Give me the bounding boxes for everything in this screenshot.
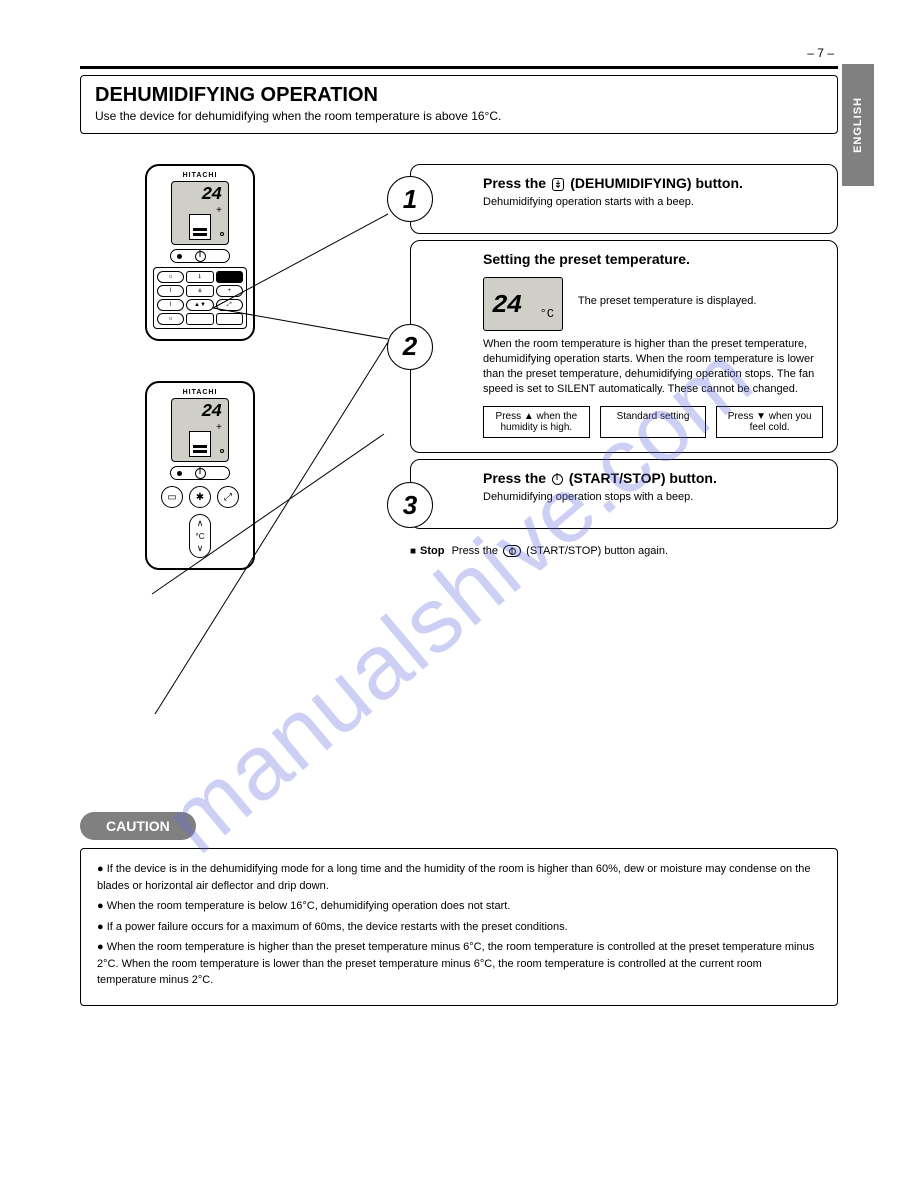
step-title: Press the ⤈ (DEHUMIDIFYING) button.: [483, 175, 823, 191]
step-title: Press the (START/STOP) button.: [483, 470, 823, 486]
step-2: 2 Setting the preset temperature. 24 °C …: [410, 240, 838, 453]
lcd-dot-icon: [220, 232, 224, 236]
lcd-inset: 24 °C: [483, 277, 563, 331]
step-title-text: (START/STOP) button.: [569, 470, 717, 486]
step-3: 3 Press the (START/STOP) button. Dehumid…: [410, 459, 838, 529]
led-dot-icon: [177, 254, 182, 259]
dehumidify-button: [216, 271, 243, 283]
lcd-plus-icon: +: [216, 206, 222, 217]
step-number: 1: [387, 176, 433, 222]
box-raise-temp: Press ▼ when you feel cold.: [716, 406, 823, 438]
caution-item: If the device is in the dehumidifying mo…: [97, 861, 821, 894]
lcd-inset-unit: °C: [540, 306, 554, 322]
remote-illustrations: HITACHI 24 + ☼ ⤈ I: [100, 164, 300, 610]
degc-label: °C: [196, 532, 205, 541]
page-number: – 7 –: [807, 46, 834, 60]
remote-lcd: 24 +: [171, 181, 229, 245]
dehumidify-icon: ⤈: [552, 178, 564, 191]
panel-btn: ⤢: [216, 299, 243, 311]
caution-label: CAUTION: [80, 812, 196, 840]
language-tab: ENGLISH: [842, 64, 874, 186]
remote-body: HITACHI 24 + ☼ ⤈ I: [145, 164, 255, 341]
stop-line: Stop Press the (START/STOP) button again…: [410, 545, 838, 557]
box-lower-temp: Press ▲ when the humidity is high.: [483, 406, 590, 438]
panel-btn: ⤈: [186, 271, 213, 283]
lcd-fan-icon: [189, 431, 211, 457]
startstop-inline-icon: [503, 545, 521, 557]
panel-btn: ☼: [157, 271, 184, 283]
power-icon: [195, 468, 206, 479]
caution-item: When the room temperature is below 16°C,…: [97, 898, 821, 915]
language-tab-label: ENGLISH: [852, 97, 864, 153]
caution-box: If the device is in the dehumidifying mo…: [80, 848, 838, 1006]
section-subtitle: Use the device for dehumidifying when th…: [95, 109, 823, 123]
step-body: Dehumidifying operation starts with a be…: [483, 195, 823, 210]
step-callouts: 1 Press the ⤈ (DEHUMIDIFYING) button. De…: [410, 164, 838, 557]
step-number: 3: [387, 482, 433, 528]
panel-btn: +: [216, 285, 243, 297]
step-1: 1 Press the ⤈ (DEHUMIDIFYING) button. De…: [410, 164, 838, 234]
caution-item: When the room temperature is higher than…: [97, 939, 821, 989]
panel-btn: ⚘: [186, 285, 213, 297]
temp-up-down-button: ∧ °C ∨: [189, 514, 211, 558]
box-standard: Standard setting: [600, 406, 707, 438]
lcd-temp: 24: [175, 402, 225, 422]
remote-lcd: 24 +: [171, 398, 229, 462]
chevron-up-icon: ∧: [197, 518, 204, 529]
swing-round-button: ⤢: [217, 486, 239, 508]
power-icon: [195, 251, 206, 262]
top-rule: [80, 66, 838, 69]
mode-round-button: ▭: [161, 486, 183, 508]
power-icon: [509, 548, 516, 555]
step-title: Setting the preset temperature.: [483, 251, 823, 267]
step-title-text: Press the: [483, 175, 550, 191]
remote-brand: HITACHI: [153, 172, 247, 179]
panel-btn: [186, 313, 213, 325]
led-dot-icon: [177, 471, 182, 476]
panel-btn: I: [157, 285, 184, 297]
round-button-row: ▭ ✱ ⤢: [153, 486, 247, 508]
lcd-temp: 24: [175, 185, 225, 205]
step-title-text: (DEHUMIDIFYING) button.: [570, 175, 743, 191]
remote-brand: HITACHI: [153, 389, 247, 396]
temp-setting-boxes: Press ▲ when the humidity is high. Stand…: [483, 406, 823, 438]
startstop-button: [170, 466, 230, 480]
remote-body: HITACHI 24 + ▭ ✱ ⤢: [145, 381, 255, 570]
caution-item: If a power failure occurs for a maximum …: [97, 919, 821, 936]
step2-leadtext: The preset temperature is displayed.: [578, 295, 757, 307]
stop-text: Press the: [452, 545, 502, 557]
stop-text: (START/STOP) button again.: [526, 545, 668, 557]
lcd-plus-icon: +: [216, 423, 222, 434]
fan-round-button: ✱: [189, 486, 211, 508]
step-title-text: Press the: [483, 470, 550, 486]
step-body: 24 °C The preset temperature is displaye…: [483, 271, 823, 396]
section-title-box: DEHUMIDIFYING OPERATION Use the device f…: [80, 75, 838, 134]
remote-simple: HITACHI 24 + ▭ ✱ ⤢: [145, 381, 255, 570]
panel-btn: [216, 313, 243, 325]
step2-tailtext: When the room temperature is higher than…: [483, 337, 823, 396]
power-icon: [552, 474, 563, 485]
remote-button-panel: ☼ ⤈ I ⚘ + I ▲▼ ⤢ ☼: [153, 267, 247, 329]
content-row: HITACHI 24 + ☼ ⤈ I: [80, 164, 838, 804]
panel-btn: ▲▼: [186, 299, 213, 311]
chevron-down-icon: ∨: [197, 543, 204, 554]
panel-btn: ☼: [157, 313, 184, 325]
step-number: 2: [387, 324, 433, 370]
lcd-inset-temp: 24: [492, 288, 521, 323]
section-title: DEHUMIDIFYING OPERATION: [95, 84, 823, 107]
stop-label: Stop: [410, 545, 445, 557]
step-body: Dehumidifying operation stops with a bee…: [483, 490, 823, 505]
lcd-dot-icon: [220, 449, 224, 453]
startstop-button: [170, 249, 230, 263]
panel-btn: I: [157, 299, 184, 311]
lcd-fan-icon: [189, 214, 211, 240]
page: – 7 – ENGLISH DEHUMIDIFYING OPERATION Us…: [0, 0, 918, 1188]
remote-full: HITACHI 24 + ☼ ⤈ I: [145, 164, 255, 341]
